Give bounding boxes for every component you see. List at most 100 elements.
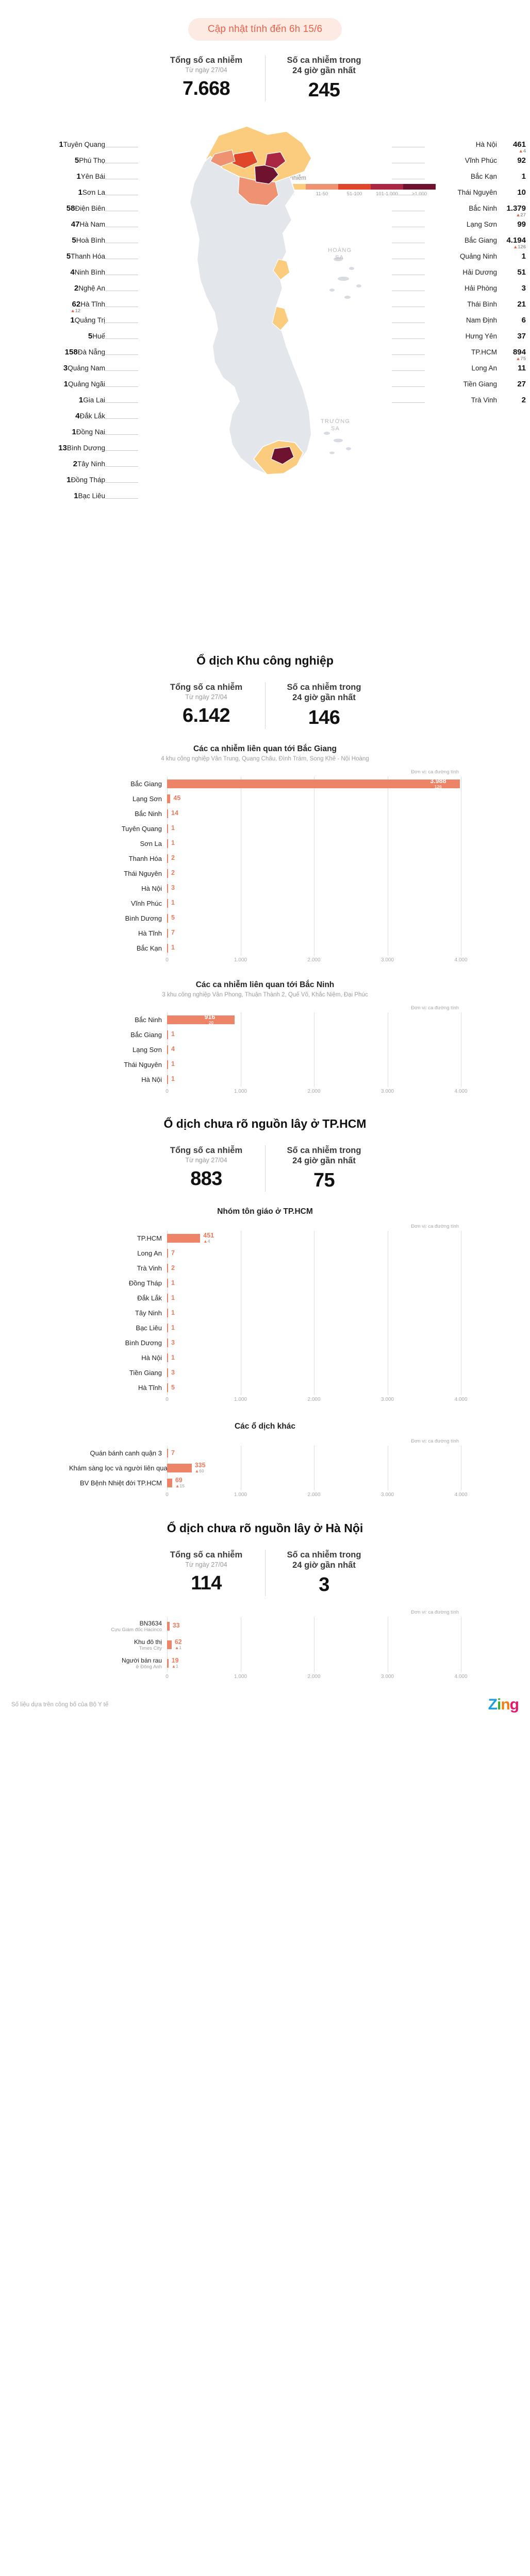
chart-bar[interactable] [167,1015,235,1024]
chart-bar-row[interactable]: Khu đô thị Times City 62 ▲1 [69,1635,461,1654]
chart-bar[interactable] [167,1383,168,1392]
chart-bar[interactable] [167,1293,168,1302]
chart-bar-row[interactable]: Long An 7 [69,1246,461,1261]
chart-bar-row[interactable]: Thanh Hóa 2 [69,851,461,866]
province-row[interactable]: Gia Lai 1 [4,396,138,412]
chart-bar[interactable] [167,1233,201,1243]
chart-bar-row[interactable]: TP.HCM 451 ▲4 [69,1231,461,1246]
province-row[interactable]: Quảng Nam 3 [4,364,138,380]
chart-bar-row[interactable]: Lạng Sơn 45 [69,791,461,806]
province-row[interactable]: Bình Dương 13 [4,444,138,460]
chart-bar-row[interactable]: BN3634 Cựu Giám đốc Hacinco 33 [69,1617,461,1635]
province-row[interactable]: Đồng Nai 1 [4,428,138,444]
chart-bar[interactable] [167,1248,168,1258]
province-row[interactable]: Hà Nội 461 ▲4 [392,141,526,157]
chart-bar[interactable] [167,869,168,878]
chart-bar[interactable] [167,1338,168,1347]
province-row[interactable]: Tuyên Quang 1 [4,141,138,157]
province-row[interactable]: Hải Dương 51 [392,268,526,284]
chart-bar[interactable] [167,1075,168,1084]
chart-bar-row[interactable]: BV Bệnh Nhiệt đới TP.HCM 69 ▲15 [69,1476,461,1490]
province-row[interactable]: Quảng Ngãi 1 [4,380,138,396]
chart-bar[interactable] [167,839,168,848]
chart-bar-row[interactable]: Quán bánh canh quận 3 7 [69,1446,461,1461]
chart-bar-row[interactable]: Bắc Giang 3.988 ▲126 [69,776,461,791]
province-row[interactable]: Bắc Giang 4.194 ▲126 [392,236,526,252]
province-row[interactable]: Nghệ An 2 [4,284,138,300]
province-row[interactable]: Thái Nguyên 10 [392,189,526,205]
chart-bar-row[interactable]: Hà Nội 1 [69,1350,461,1365]
province-row[interactable]: Bắc Kạn 1 [392,173,526,189]
province-row[interactable]: Bạc Liêu 1 [4,492,138,508]
province-row[interactable]: Đà Nẵng 158 [4,348,138,364]
chart-bar[interactable] [167,794,171,803]
province-row[interactable]: Ninh Bình 4 [4,268,138,284]
province-row[interactable]: Điện Biên 58 [4,205,138,221]
province-row[interactable]: TP.HCM 894 ▲75 [392,348,526,364]
province-row[interactable]: Thanh Hóa 5 [4,252,138,268]
chart-bar[interactable] [167,1640,172,1649]
chart-bar-row[interactable]: Bình Dương 5 [69,911,461,926]
chart-bar-row[interactable]: Bắc Ninh 14 [69,806,461,821]
chart-bar-row[interactable]: Hà Tĩnh 7 [69,926,461,941]
province-row[interactable]: Huế 5 [4,332,138,348]
chart-bar-row[interactable]: Thái Nguyên 1 [69,1057,461,1072]
chart-bar[interactable] [167,1278,168,1287]
chart-bar-row[interactable]: Hà Nội 1 [69,1072,461,1087]
chart-bar[interactable] [167,854,168,863]
chart-bar-row[interactable]: Bắc Kạn 1 [69,941,461,956]
chart-bar[interactable] [167,779,460,788]
province-row[interactable]: Hoà Bình 5 [4,236,138,252]
chart-bar-row[interactable]: Tây Ninh 1 [69,1306,461,1320]
chart-bar[interactable] [167,1478,172,1487]
province-row[interactable]: Đồng Tháp 1 [4,476,138,492]
chart-bar[interactable] [167,899,168,908]
chart-bar-row[interactable]: Vĩnh Phúc 1 [69,896,461,911]
chart-bar[interactable] [167,1060,168,1069]
chart-bar[interactable] [167,1448,168,1458]
chart-bar-row[interactable]: Khám sàng lọc và người liên quan 335 ▲60 [69,1461,461,1476]
chart-bar[interactable] [167,1263,168,1273]
chart-bar-row[interactable]: Sơn La 1 [69,836,461,851]
chart-bar-row[interactable]: Hà Tĩnh 5 [69,1380,461,1395]
province-row[interactable]: Hà Nam 47 [4,221,138,236]
chart-bar[interactable] [167,1353,168,1362]
chart-bar[interactable] [167,1308,168,1317]
chart-bar[interactable] [167,1368,168,1377]
chart-bar[interactable] [167,1658,169,1668]
province-row[interactable]: Quảng Trị 1 [4,316,138,332]
province-row[interactable]: Long An 11 [392,364,526,380]
province-row[interactable]: Tây Ninh 2 [4,460,138,476]
chart-bar[interactable] [167,809,168,818]
province-row[interactable]: Phú Thọ 5 [4,157,138,173]
province-row[interactable]: Đắk Lắk 4 [4,412,138,428]
province-row[interactable]: Nam Định 6 [392,316,526,332]
chart-bar-row[interactable]: Bạc Liêu 1 [69,1320,461,1335]
chart-bar[interactable] [167,913,168,923]
chart-bar[interactable] [167,943,168,953]
province-row[interactable]: Trà Vinh 2 [392,396,526,412]
chart-bar-row[interactable]: Bắc Ninh 916 ▲20 [69,1012,461,1027]
chart-bar-row[interactable]: Thái Nguyên 2 [69,866,461,881]
chart-bar[interactable] [167,1323,168,1332]
province-row[interactable]: Lạng Sơn 99 [392,221,526,236]
chart-bar-row[interactable]: Bình Dương 3 [69,1335,461,1350]
province-row[interactable]: Thái Bình 21 [392,300,526,316]
chart-bar-row[interactable]: Trà Vinh 2 [69,1261,461,1276]
chart-bar[interactable] [167,884,168,893]
chart-bar-row[interactable]: Lạng Sơn 4 [69,1042,461,1057]
chart-bar-row[interactable]: Đồng Tháp 1 [69,1276,461,1291]
chart-bar[interactable] [167,1621,170,1631]
province-row[interactable]: Tiền Giang 27 [392,380,526,396]
province-row[interactable]: Vĩnh Phúc 92 [392,157,526,173]
chart-bar-row[interactable]: Hà Nội 3 [69,881,461,896]
province-row[interactable]: Hà Tĩnh 62 ▲12 [4,300,138,316]
province-row[interactable]: Bắc Ninh 1.379 ▲27 [392,205,526,221]
chart-bar-row[interactable]: Tiền Giang 3 [69,1365,461,1380]
chart-bar[interactable] [167,1030,168,1039]
chart-bar-row[interactable]: Bắc Giang 1 [69,1027,461,1042]
chart-bar[interactable] [167,1045,168,1054]
chart-bar[interactable] [167,928,168,938]
province-row[interactable]: Sơn La 1 [4,189,138,205]
province-row[interactable]: Hải Phòng 3 [392,284,526,300]
